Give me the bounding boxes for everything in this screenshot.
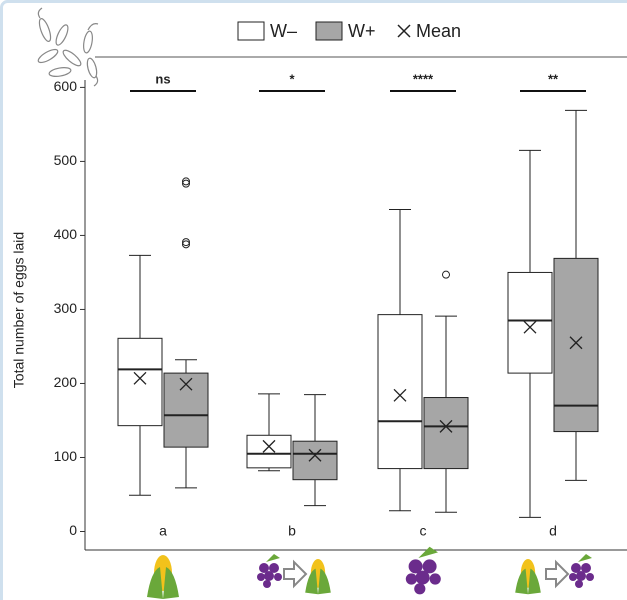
mean-marker xyxy=(308,448,322,462)
significance-label: **** xyxy=(413,71,434,86)
y-axis-label: Total number of eggs laid xyxy=(11,232,27,388)
mean-marker xyxy=(439,419,453,433)
box xyxy=(553,257,599,433)
significance-label: ns xyxy=(155,71,170,86)
mean-marker xyxy=(133,371,147,385)
outlier xyxy=(442,270,450,279)
legend-mean-marker xyxy=(397,24,411,38)
y-tick-label: 600 xyxy=(54,78,78,94)
y-tick-label: 100 xyxy=(54,448,78,464)
mean-marker xyxy=(179,377,193,391)
x-tick-label: d xyxy=(549,523,557,539)
x-tick-label: c xyxy=(420,523,427,539)
mean-marker xyxy=(569,336,583,350)
legend: W– W+ Mean xyxy=(237,21,461,41)
bacteria-icon xyxy=(37,7,99,87)
legend-swatch xyxy=(315,21,343,41)
box xyxy=(117,337,163,427)
mean-marker xyxy=(393,388,407,402)
mean-marker xyxy=(262,439,276,453)
mean-marker xyxy=(523,320,537,334)
box xyxy=(292,440,338,481)
box xyxy=(377,314,423,470)
outlier xyxy=(182,238,190,247)
outlier xyxy=(182,240,190,249)
outlier xyxy=(182,179,190,188)
box xyxy=(507,271,553,374)
significance-label: * xyxy=(289,71,295,86)
y-tick-label: 0 xyxy=(69,522,77,538)
y-tick-label: 400 xyxy=(54,226,78,242)
legend-label: Mean xyxy=(416,21,461,41)
y-tick-label: 500 xyxy=(54,152,78,168)
box xyxy=(246,434,292,469)
x-tick-label: a xyxy=(159,523,167,539)
y-tick-label: 300 xyxy=(54,300,78,316)
box xyxy=(163,372,209,448)
legend-label: W– xyxy=(270,21,297,41)
significance-label: ** xyxy=(548,71,559,86)
food-icons xyxy=(147,546,594,599)
box xyxy=(423,397,469,470)
legend-swatch xyxy=(237,21,265,41)
legend-label: W+ xyxy=(348,21,376,41)
x-tick-label: b xyxy=(288,523,296,539)
y-tick-label: 200 xyxy=(54,374,78,390)
outlier xyxy=(182,177,190,186)
